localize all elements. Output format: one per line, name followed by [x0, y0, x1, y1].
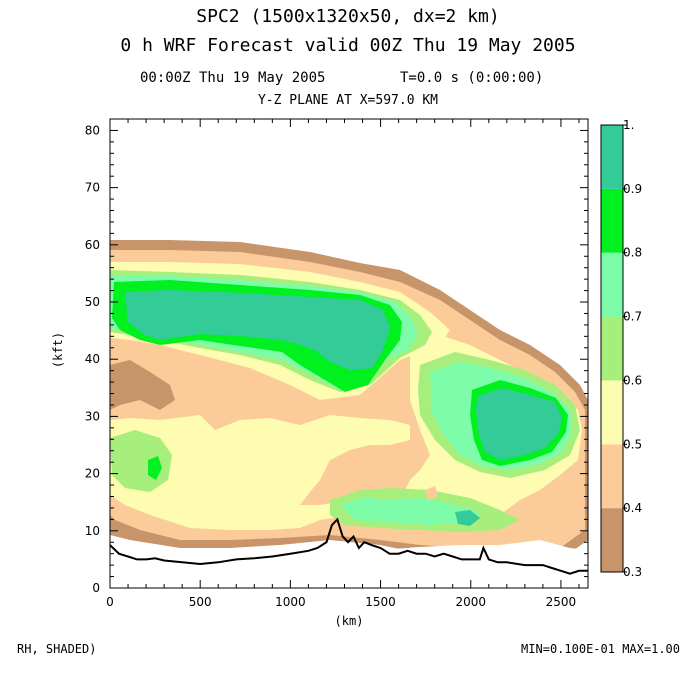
rh-contour-0.3-speck — [425, 486, 438, 500]
chart-title-line1: SPC2 (1500x1320x50, dx=2 km) — [196, 6, 499, 27]
x-tick-label: 1000 — [275, 595, 306, 609]
x-tick-label: 2500 — [546, 595, 577, 609]
x-axis: 0 500 1000 1500 2000 2500 — [106, 119, 580, 609]
colorbar-swatch — [601, 316, 623, 381]
rh-contour-0.9-upper — [125, 290, 390, 370]
y-tick-label: 70 — [85, 181, 100, 195]
colorbar-label: 0.4 — [623, 501, 642, 515]
terrain-line — [110, 517, 588, 575]
colorbar-swatch — [601, 380, 623, 445]
colorbar-label: 0.5 — [623, 437, 642, 451]
y-tick-label: 10 — [85, 524, 100, 538]
colorbar-label: 1. — [623, 118, 634, 132]
colorbar-frame — [600, 124, 624, 573]
y-tick-label: 0 — [92, 581, 100, 595]
x-axis-label: (km) — [335, 614, 364, 628]
colorbar-label: 0.3 — [623, 565, 642, 579]
x-tick-label: 2000 — [455, 595, 486, 609]
plane-label: Y-Z PLANE AT X=597.0 KM — [258, 93, 438, 108]
model-time-label: T=0.0 s (0:00:00) — [400, 70, 543, 86]
rh-field — [110, 240, 588, 588]
chart-title-line2: 0 h WRF Forecast valid 00Z Thu 19 May 20… — [120, 35, 575, 56]
colorbar-swatch — [601, 188, 623, 253]
y-tick-label: 50 — [85, 295, 100, 309]
rh-contour-0.3-inner-left — [110, 360, 175, 410]
y-axis-label: (kft) — [51, 332, 65, 368]
colorbar: 0.3 0.4 0.5 0.6 0.7 0.8 0.9 1. — [600, 118, 642, 579]
colorbar-swatch — [601, 444, 623, 509]
rh-contour-0.9-bottom — [455, 510, 480, 526]
colorbar-label: 0.8 — [623, 246, 642, 260]
y-tick-label: 60 — [85, 238, 100, 252]
field-label: RH, SHADED) — [17, 642, 96, 656]
x-tick-label: 500 — [189, 595, 212, 609]
rh-contour-0.9-right — [476, 388, 562, 460]
y-tick-label: 20 — [85, 467, 100, 481]
x-tick-label: 1500 — [365, 595, 396, 609]
colorbar-label: 0.6 — [623, 373, 642, 387]
rh-contour-0.8-left — [148, 456, 162, 480]
colorbar-label: 0.7 — [623, 310, 642, 324]
plot-frame — [109, 118, 589, 589]
rh-contour-0.7-bottom — [340, 497, 480, 525]
terrain-fill — [110, 540, 588, 588]
y-axis: 0 10 20 30 40 50 60 70 80 — [85, 123, 588, 595]
y-tick-label: 30 — [85, 409, 100, 423]
colorbar-swatch — [601, 508, 623, 572]
x-tick-label: 0 — [106, 595, 114, 609]
y-tick-label: 40 — [85, 352, 100, 366]
colorbar-swatch — [601, 252, 623, 317]
valid-time-label: 00:00Z Thu 19 May 2005 — [140, 70, 325, 86]
colorbar-label: 0.9 — [623, 182, 642, 196]
y-tick-label: 80 — [85, 123, 100, 137]
range-label: MIN=0.100E-01 MAX=1.00 — [521, 642, 680, 656]
colorbar-swatch — [601, 125, 623, 189]
